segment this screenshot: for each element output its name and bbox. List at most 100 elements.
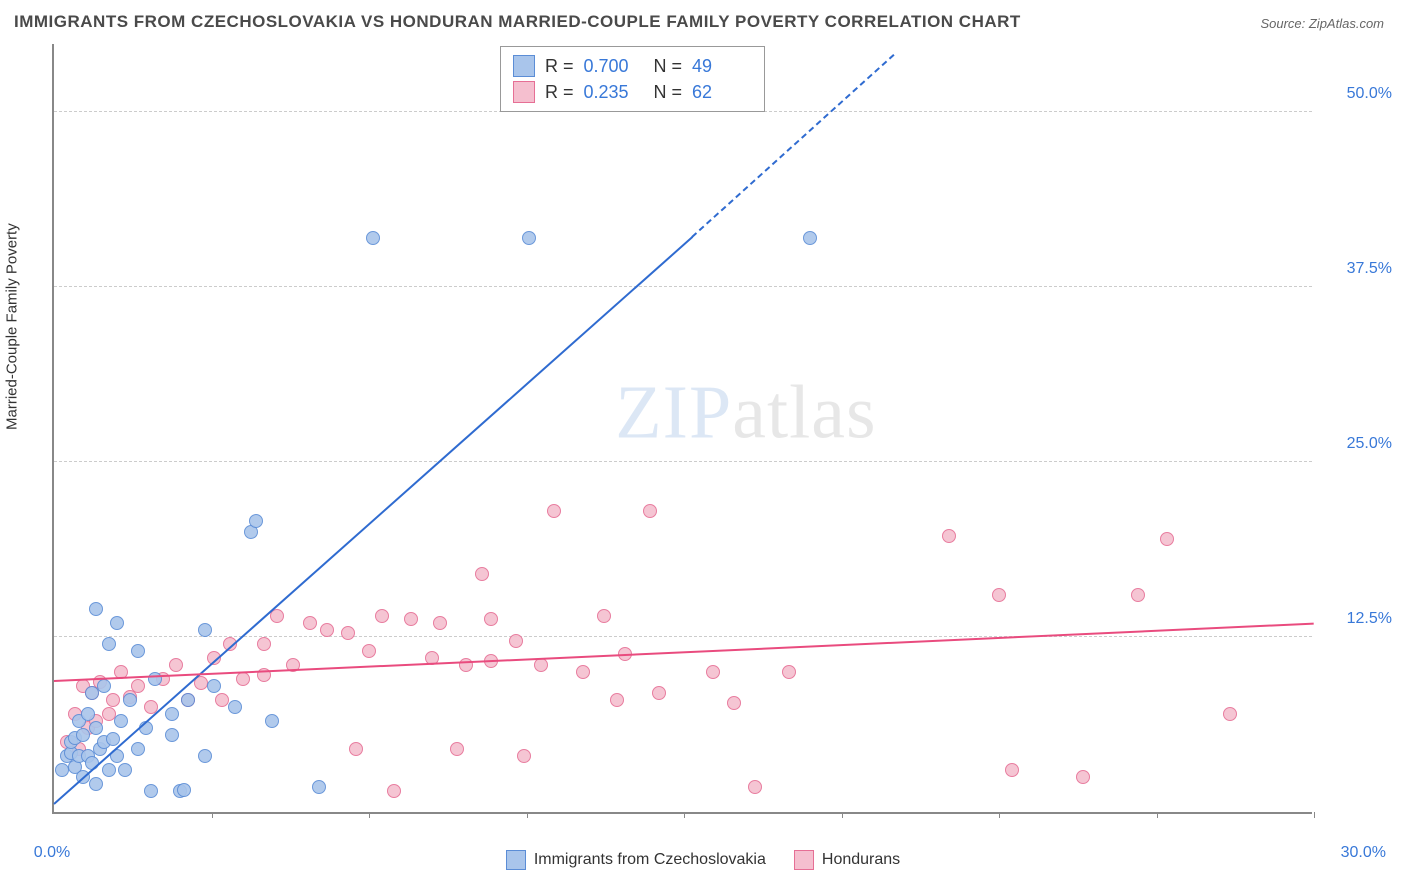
watermark-part2: atlas bbox=[732, 370, 876, 454]
data-point bbox=[131, 742, 145, 756]
x-tick-mark bbox=[684, 812, 685, 818]
y-tick-label: 37.5% bbox=[1322, 260, 1392, 278]
r-label: R = bbox=[545, 82, 574, 103]
data-point bbox=[165, 707, 179, 721]
data-point bbox=[303, 616, 317, 630]
watermark: ZIPatlas bbox=[615, 369, 876, 456]
x-tick-mark bbox=[1314, 812, 1315, 818]
data-point bbox=[433, 616, 447, 630]
data-point bbox=[727, 696, 741, 710]
data-point bbox=[207, 679, 221, 693]
y-axis-label: Married-Couple Family Poverty bbox=[4, 223, 21, 430]
data-point bbox=[509, 634, 523, 648]
data-point bbox=[349, 742, 363, 756]
data-point bbox=[85, 686, 99, 700]
data-point bbox=[475, 567, 489, 581]
data-point bbox=[942, 529, 956, 543]
data-point bbox=[782, 665, 796, 679]
data-point bbox=[341, 626, 355, 640]
data-point bbox=[198, 749, 212, 763]
correlation-legend: R =0.700N =49R =0.235N =62 bbox=[500, 46, 765, 112]
trend-line bbox=[53, 236, 693, 804]
data-point bbox=[106, 693, 120, 707]
data-point bbox=[236, 672, 250, 686]
data-point bbox=[1076, 770, 1090, 784]
data-point bbox=[249, 514, 263, 528]
x-tick-mark bbox=[842, 812, 843, 818]
data-point bbox=[165, 728, 179, 742]
data-point bbox=[484, 612, 498, 626]
x-tick-mark bbox=[999, 812, 1000, 818]
gridline bbox=[54, 461, 1312, 462]
data-point bbox=[102, 637, 116, 651]
x-tick-mark bbox=[527, 812, 528, 818]
data-point bbox=[706, 665, 720, 679]
legend-swatch bbox=[506, 850, 526, 870]
data-point bbox=[576, 665, 590, 679]
data-point bbox=[1005, 763, 1019, 777]
data-point bbox=[102, 763, 116, 777]
legend-item: Hondurans bbox=[794, 850, 900, 870]
data-point bbox=[110, 616, 124, 630]
data-point bbox=[547, 504, 561, 518]
data-point bbox=[803, 231, 817, 245]
plot-area: ZIPatlas 12.5%25.0%37.5%50.0% bbox=[52, 44, 1312, 814]
r-label: R = bbox=[545, 56, 574, 77]
data-point bbox=[992, 588, 1006, 602]
data-point bbox=[181, 693, 195, 707]
data-point bbox=[450, 742, 464, 756]
x-tick-mark bbox=[369, 812, 370, 818]
data-point bbox=[198, 623, 212, 637]
data-point bbox=[97, 679, 111, 693]
data-point bbox=[643, 504, 657, 518]
data-point bbox=[169, 658, 183, 672]
n-label: N = bbox=[654, 56, 683, 77]
data-point bbox=[1131, 588, 1145, 602]
data-point bbox=[517, 749, 531, 763]
legend-item: Immigrants from Czechoslovakia bbox=[506, 850, 766, 870]
legend-swatch bbox=[513, 55, 535, 77]
data-point bbox=[610, 693, 624, 707]
data-point bbox=[320, 623, 334, 637]
data-point bbox=[131, 679, 145, 693]
trend-line bbox=[54, 622, 1314, 681]
y-tick-label: 50.0% bbox=[1322, 85, 1392, 103]
data-point bbox=[177, 783, 191, 797]
data-point bbox=[404, 612, 418, 626]
data-point bbox=[118, 763, 132, 777]
data-point bbox=[265, 714, 279, 728]
data-point bbox=[387, 784, 401, 798]
data-point bbox=[312, 780, 326, 794]
n-value: 49 bbox=[692, 56, 752, 77]
data-point bbox=[123, 693, 137, 707]
watermark-part1: ZIP bbox=[615, 370, 732, 454]
legend-swatch bbox=[794, 850, 814, 870]
legend-row: R =0.235N =62 bbox=[513, 79, 752, 105]
r-value: 0.235 bbox=[584, 82, 644, 103]
r-value: 0.700 bbox=[584, 56, 644, 77]
data-point bbox=[257, 637, 271, 651]
data-point bbox=[76, 728, 90, 742]
series-legend: Immigrants from Czechoslovakia Hondurans bbox=[0, 850, 1406, 870]
data-point bbox=[1160, 532, 1174, 546]
x-axis-ticks bbox=[54, 812, 1312, 818]
source-attribution: Source: ZipAtlas.com bbox=[1260, 16, 1384, 31]
data-point bbox=[1223, 707, 1237, 721]
data-point bbox=[375, 609, 389, 623]
data-point bbox=[114, 714, 128, 728]
data-point bbox=[366, 231, 380, 245]
data-point bbox=[89, 777, 103, 791]
data-point bbox=[748, 780, 762, 794]
x-tick-mark bbox=[212, 812, 213, 818]
data-point bbox=[652, 686, 666, 700]
gridline bbox=[54, 286, 1312, 287]
data-point bbox=[362, 644, 376, 658]
data-point bbox=[144, 784, 158, 798]
data-point bbox=[228, 700, 242, 714]
data-point bbox=[106, 732, 120, 746]
legend-swatch bbox=[513, 81, 535, 103]
chart-title: IMMIGRANTS FROM CZECHOSLOVAKIA VS HONDUR… bbox=[14, 12, 1021, 32]
legend-label: Hondurans bbox=[822, 851, 900, 869]
n-value: 62 bbox=[692, 82, 752, 103]
x-tick-mark bbox=[1157, 812, 1158, 818]
